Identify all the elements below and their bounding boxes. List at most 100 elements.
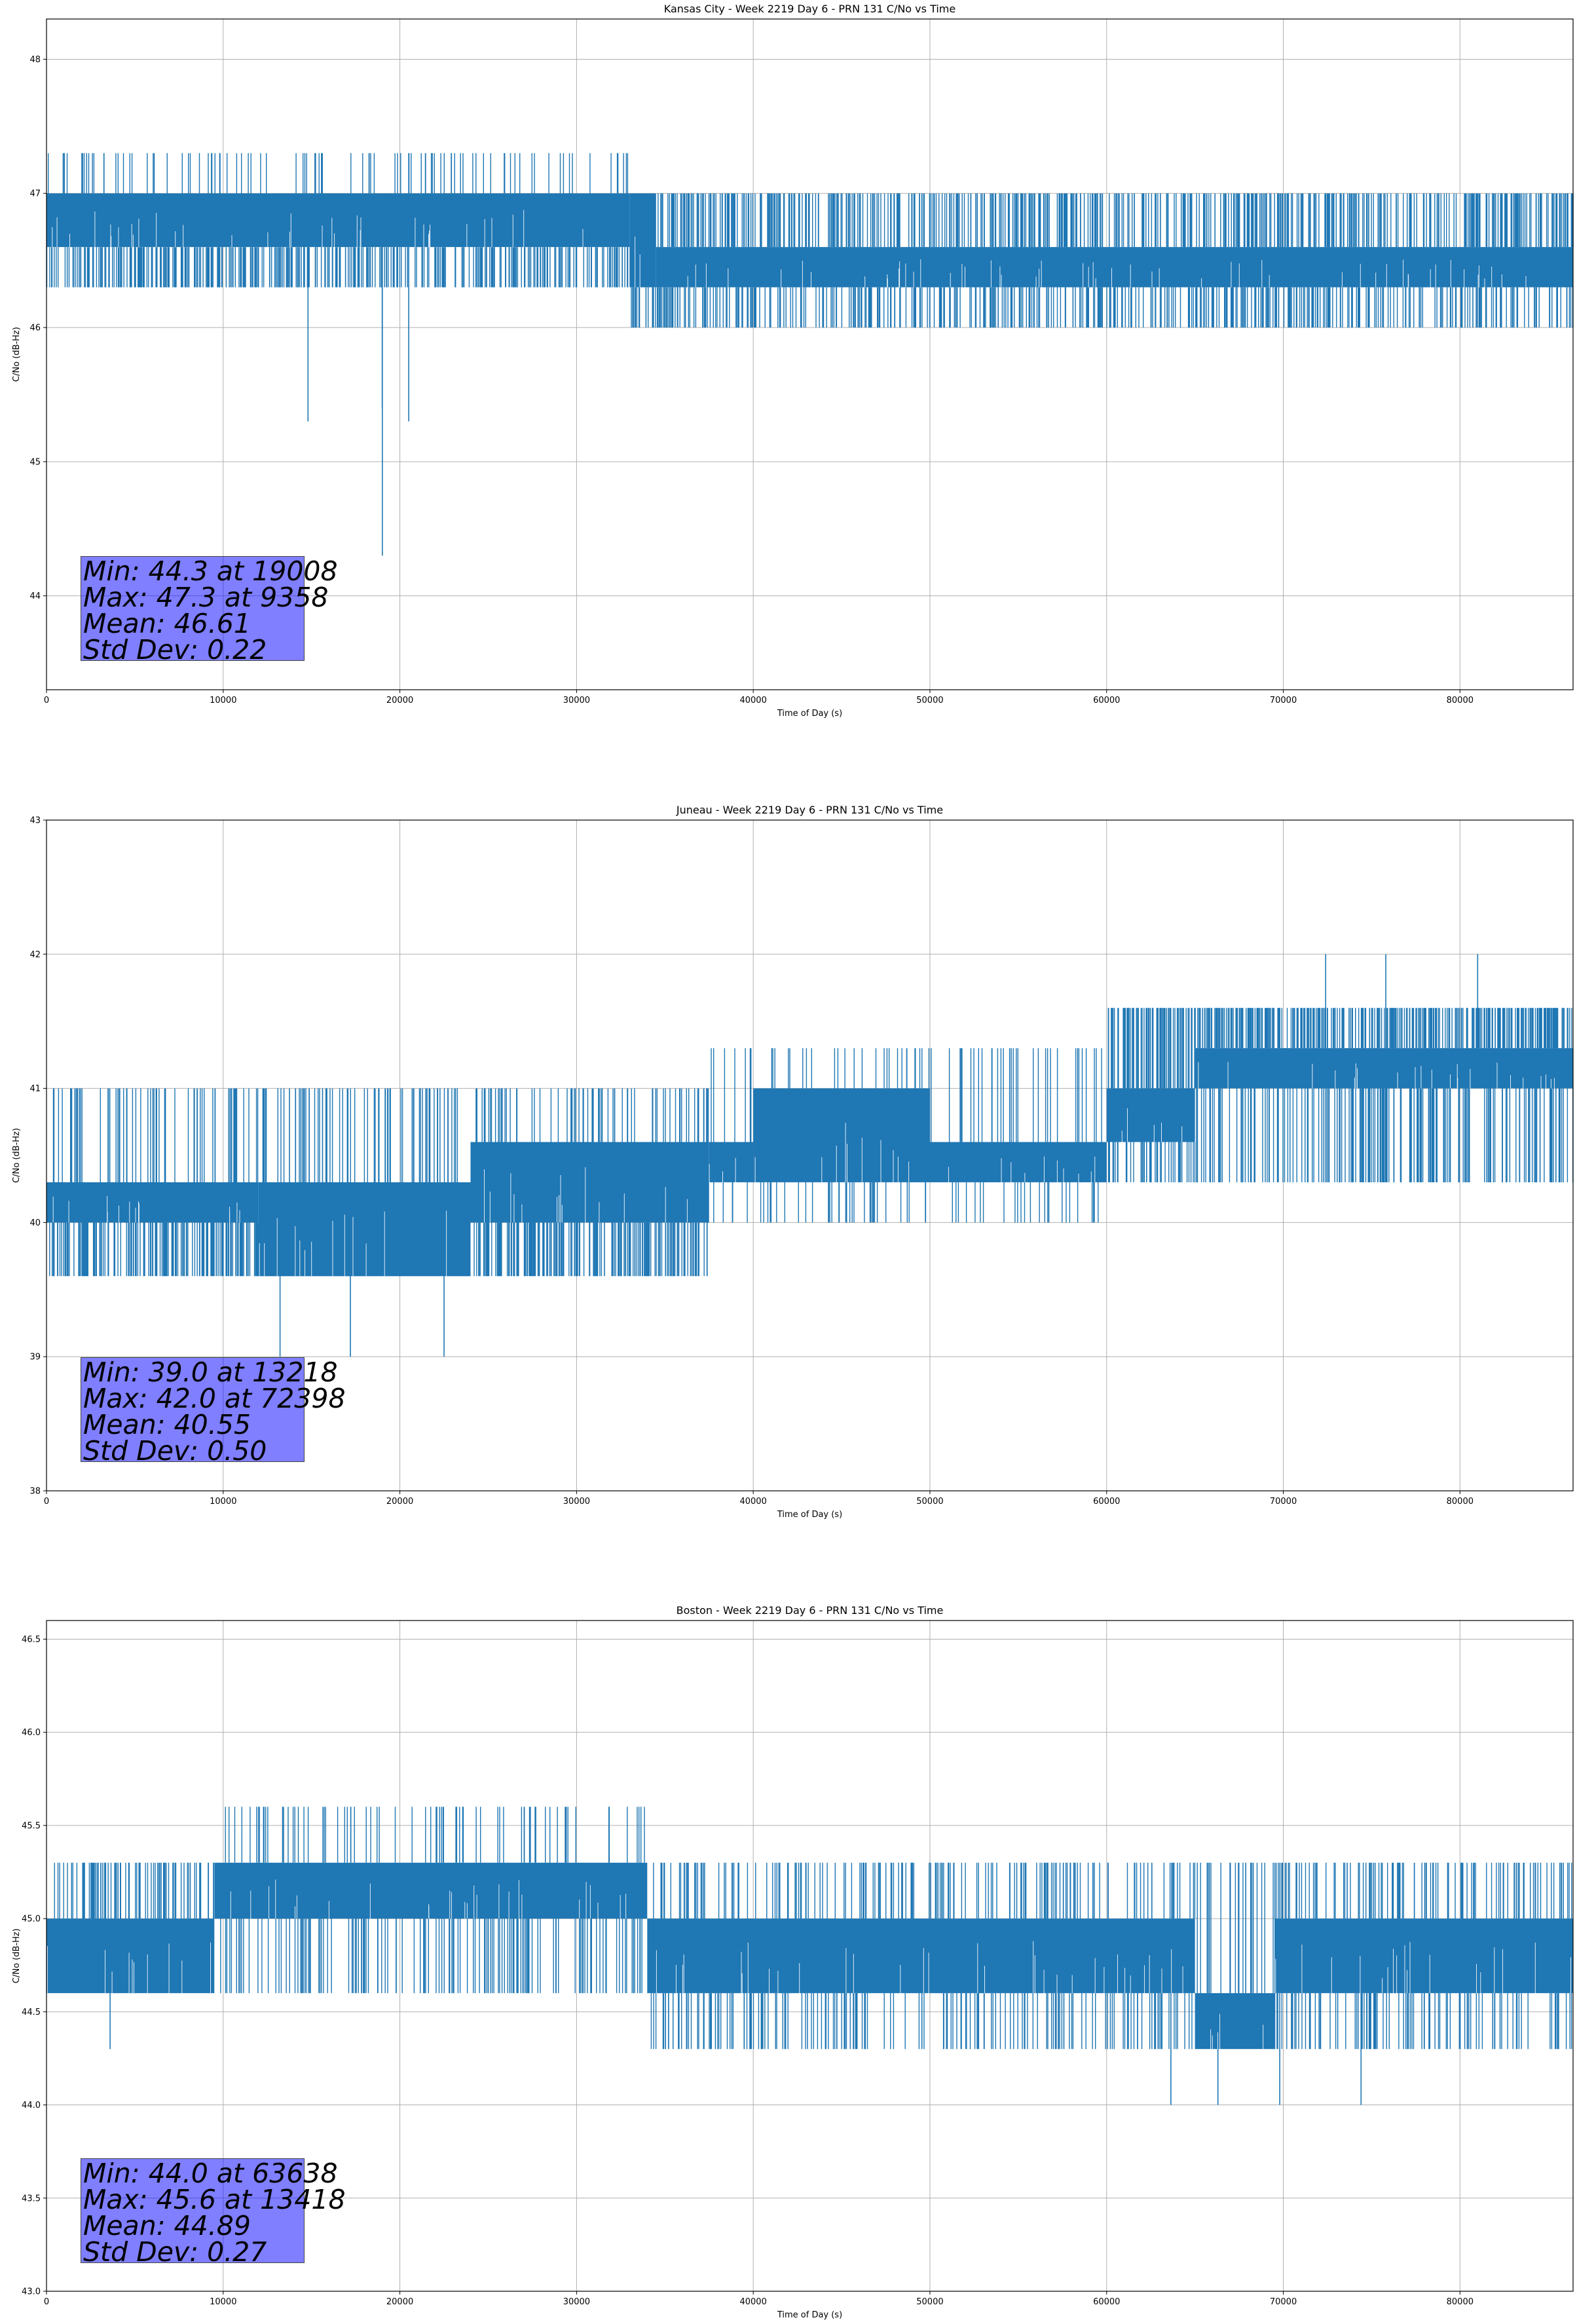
chart-title: Boston - Week 2219 Day 6 - PRN 131 C/No … xyxy=(677,1604,944,1617)
plot-frame xyxy=(46,819,1574,1491)
chart-panel-boston: Boston - Week 2219 Day 6 - PRN 131 C/No … xyxy=(0,1546,1577,2320)
x-tick-label: 60000 xyxy=(1093,696,1120,705)
x-tick-label: 20000 xyxy=(386,1497,413,1507)
y-tick-label: 42 xyxy=(29,950,41,960)
data-series xyxy=(46,1807,1573,2050)
band-segment xyxy=(753,1088,930,1182)
y-tick-label: 43.5 xyxy=(22,2194,41,2203)
band-segment xyxy=(1195,1993,1275,2050)
x-axis-label: Time of Day (s) xyxy=(777,709,842,719)
y-tick-label: 47 xyxy=(29,189,41,199)
stats-box xyxy=(81,556,305,661)
data-series xyxy=(46,1007,1574,1277)
stats-max: Max: 47.3 at 9358 xyxy=(83,582,329,613)
x-tick-label: 20000 xyxy=(386,2297,413,2307)
noise-spikes xyxy=(46,153,1574,328)
x-tick-label: 10000 xyxy=(210,2297,236,2307)
x-tick-label: 0 xyxy=(44,696,49,705)
chart-boston: Boston - Week 2219 Day 6 - PRN 131 C/No … xyxy=(12,1604,1574,2320)
x-tick-label: 0 xyxy=(44,2297,49,2307)
x-tick-label: 70000 xyxy=(1270,2297,1297,2307)
band-segment xyxy=(46,1182,259,1223)
stats-mean: Mean: 44.89 xyxy=(83,2210,251,2241)
band-segment xyxy=(1195,1048,1573,1089)
chart-panel-juneau: Juneau - Week 2219 Day 6 - PRN 131 C/No … xyxy=(0,773,1577,1546)
stats-box xyxy=(81,1357,305,1462)
band-segment xyxy=(929,1142,1107,1182)
band-texture xyxy=(52,1062,1555,1277)
y-axis-label: C/No (dB-Hz) xyxy=(12,1128,22,1183)
stats-box xyxy=(81,2158,305,2263)
band-segment xyxy=(656,247,1573,288)
y-axis-label: C/No (dB-Hz) xyxy=(12,327,22,382)
band-segment xyxy=(629,193,656,288)
x-tick-label: 50000 xyxy=(916,1497,943,1507)
x-tick-label: 70000 xyxy=(1270,1497,1297,1507)
y-tick-label: 43.0 xyxy=(22,2287,41,2297)
stats-min: Min: 44.3 at 19008 xyxy=(83,555,338,587)
band-segment xyxy=(214,1862,648,1919)
y-tick-label: 38 xyxy=(29,1487,41,1497)
band-segment xyxy=(1274,1919,1573,1993)
x-axis-label: Time of Day (s) xyxy=(777,1510,842,1520)
chart-juneau: Juneau - Week 2219 Day 6 - PRN 131 C/No … xyxy=(12,804,1574,1520)
x-tick-label: 10000 xyxy=(210,696,236,705)
x-tick-label: 50000 xyxy=(916,2297,943,2307)
band-segment xyxy=(258,1182,471,1277)
band-segment xyxy=(647,1919,1195,1993)
y-tick-label: 39 xyxy=(29,1353,41,1362)
y-tick-label: 40 xyxy=(29,1218,41,1228)
stats-mean: Mean: 40.55 xyxy=(83,1409,251,1440)
y-tick-label: 45.0 xyxy=(22,1915,41,1924)
stats-mean: Mean: 46.61 xyxy=(83,608,251,639)
band-segment xyxy=(1106,1088,1195,1142)
x-tick-label: 0 xyxy=(44,1497,49,1507)
x-axis-label: Time of Day (s) xyxy=(777,2310,842,2320)
x-tick-label: 80000 xyxy=(1447,2297,1474,2307)
chart-title: Kansas City - Week 2219 Day 6 - PRN 131 … xyxy=(664,3,955,15)
x-tick-label: 60000 xyxy=(1093,2297,1120,2307)
y-tick-label: 45.5 xyxy=(22,1821,41,1831)
x-tick-label: 30000 xyxy=(563,1497,590,1507)
x-tick-label: 20000 xyxy=(386,696,413,705)
noise-spikes xyxy=(49,1007,1574,1277)
noise-spikes xyxy=(54,1807,1572,2050)
y-tick-label: 46.0 xyxy=(22,1728,41,1738)
y-axis-label: C/No (dB-Hz) xyxy=(12,1928,22,1983)
stats-min: Min: 39.0 at 13218 xyxy=(83,1357,338,1388)
x-tick-label: 80000 xyxy=(1447,1497,1474,1507)
y-tick-label: 43 xyxy=(29,816,41,826)
x-tick-label: 70000 xyxy=(1270,696,1297,705)
band-segment xyxy=(46,1919,215,1993)
x-tick-label: 50000 xyxy=(916,696,943,705)
band-gaps xyxy=(52,1062,1555,1277)
y-tick-label: 44.0 xyxy=(22,2101,41,2110)
x-tick-label: 80000 xyxy=(1447,696,1474,705)
stats-std-dev: Std Dev: 0.50 xyxy=(83,1435,267,1467)
chart-kansas-city: Kansas City - Week 2219 Day 6 - PRN 131 … xyxy=(12,3,1574,719)
y-tick-label: 44 xyxy=(29,591,41,601)
stats-max: Max: 42.0 at 72398 xyxy=(83,1383,346,1414)
y-tick-label: 48 xyxy=(29,55,41,65)
stats-std-dev: Std Dev: 0.22 xyxy=(83,634,267,665)
stats-min: Min: 44.0 at 63638 xyxy=(83,2158,338,2189)
band-gaps xyxy=(52,210,1527,288)
stats-max: Max: 45.6 at 13418 xyxy=(83,2184,346,2215)
x-tick-label: 40000 xyxy=(739,696,766,705)
x-tick-label: 30000 xyxy=(563,2297,590,2307)
chart-panel-kansas-city: Kansas City - Week 2219 Day 6 - PRN 131 … xyxy=(0,0,1577,773)
y-tick-label: 46.5 xyxy=(22,1635,41,1645)
band-segment xyxy=(46,193,630,248)
x-tick-label: 60000 xyxy=(1093,1497,1120,1507)
y-tick-label: 41 xyxy=(29,1084,41,1094)
plot-frame xyxy=(46,18,1574,690)
x-tick-label: 10000 xyxy=(210,1497,236,1507)
y-tick-label: 44.5 xyxy=(22,2008,41,2017)
band-texture xyxy=(52,210,1527,288)
x-tick-label: 40000 xyxy=(739,2297,766,2307)
x-tick-label: 40000 xyxy=(739,1497,766,1507)
band-texture xyxy=(47,1879,1571,2050)
data-series xyxy=(46,153,1574,328)
chart-title: Juneau - Week 2219 Day 6 - PRN 131 C/No … xyxy=(676,804,943,816)
y-tick-label: 45 xyxy=(29,457,41,467)
